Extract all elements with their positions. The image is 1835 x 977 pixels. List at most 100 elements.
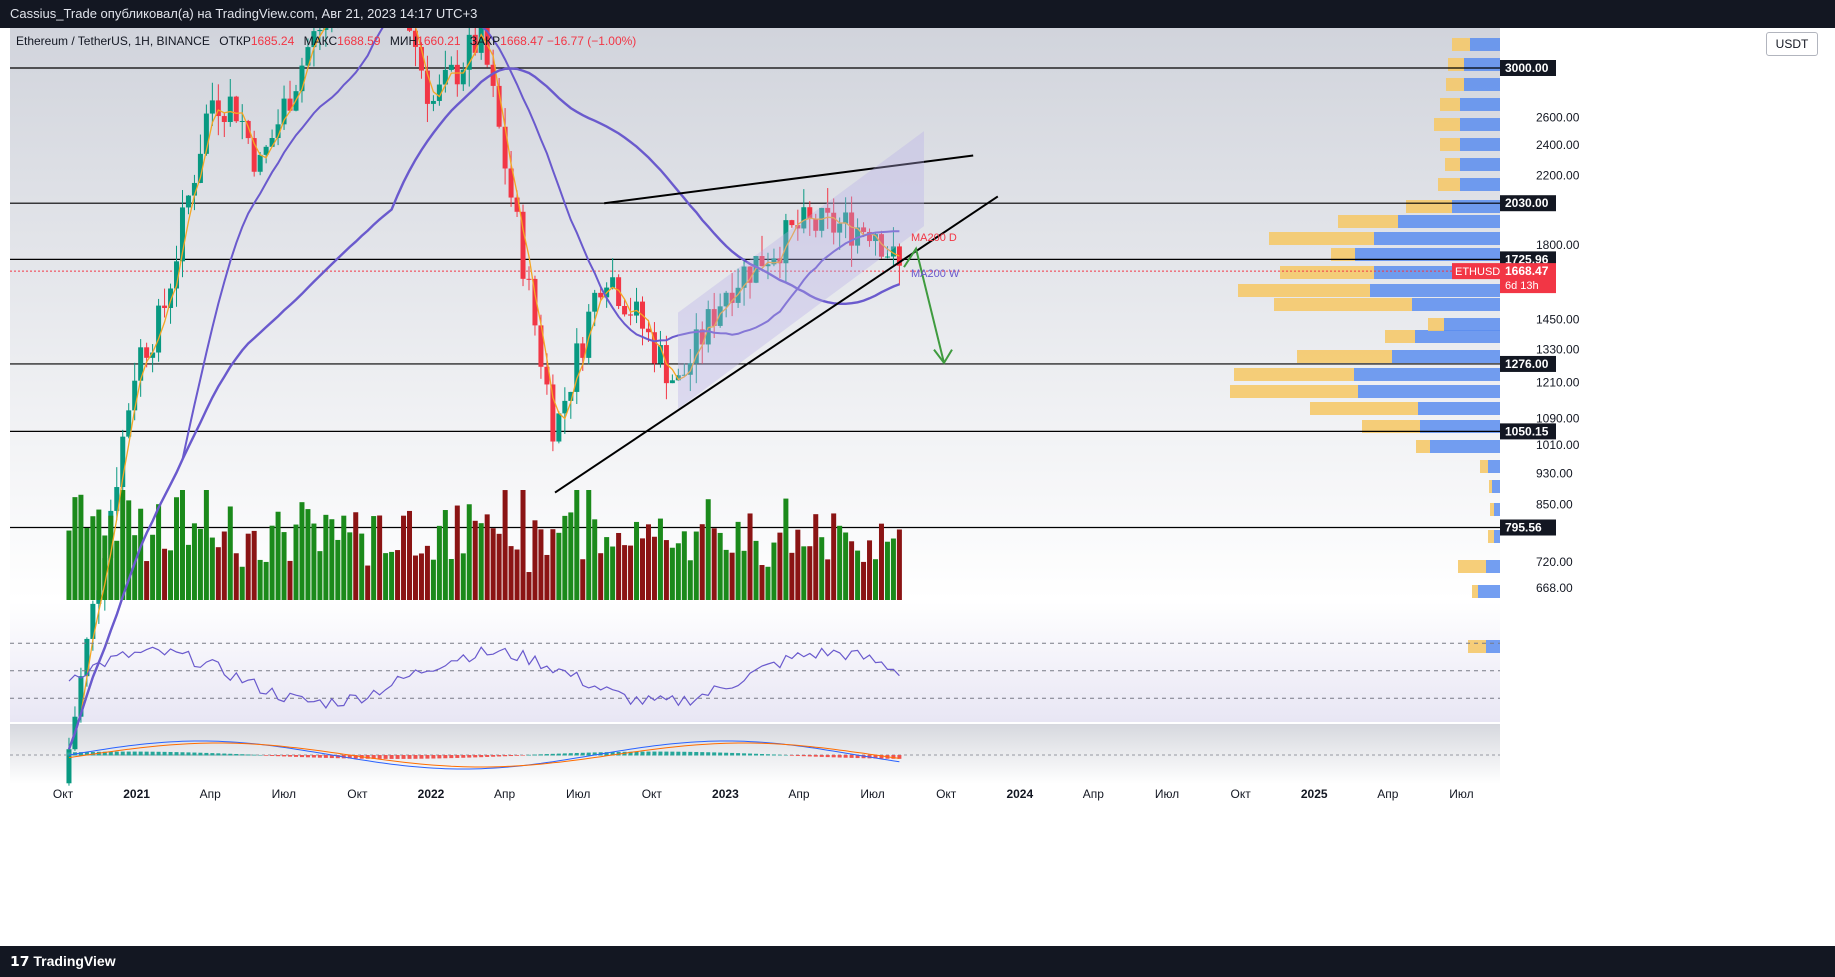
volume-bar-64 bbox=[448, 558, 454, 600]
currency-button[interactable]: USDT bbox=[1766, 32, 1818, 56]
time-tick-8: Окт bbox=[642, 787, 663, 801]
candle-body-101 bbox=[669, 380, 675, 384]
volume-bar-127 bbox=[825, 559, 831, 600]
legend-low-label: МИН bbox=[389, 34, 418, 48]
macd-hist-57 bbox=[407, 755, 412, 759]
volume-profile-blue-8 bbox=[1420, 420, 1500, 433]
macd-line bbox=[68, 740, 900, 770]
trendline-lower bbox=[554, 195, 999, 494]
macd-hist-44 bbox=[329, 755, 334, 759]
candle-body-120 bbox=[783, 220, 789, 264]
macd-hist-128 bbox=[831, 755, 836, 758]
macd-hist-122 bbox=[795, 755, 800, 756]
macd-hist-37 bbox=[288, 755, 293, 757]
volume-bar-67 bbox=[466, 504, 472, 600]
volume-bar-124 bbox=[807, 546, 813, 600]
macd-hist-107 bbox=[706, 752, 711, 756]
macd-hist-132 bbox=[855, 755, 860, 759]
candle-body-24 bbox=[209, 100, 215, 114]
macd-hist-16 bbox=[162, 751, 167, 756]
candle-body-18 bbox=[174, 261, 180, 289]
trendline-upper bbox=[604, 154, 974, 205]
volume-bar-21 bbox=[191, 523, 197, 600]
volume-bar-109 bbox=[717, 532, 723, 600]
macd-hist-20 bbox=[186, 752, 191, 756]
macd-hist-29 bbox=[240, 754, 245, 756]
candle-body-135 bbox=[873, 234, 879, 242]
level-label-3: 1276.00 bbox=[1505, 357, 1549, 371]
volume-bar-118 bbox=[771, 542, 777, 600]
level-label-bg-5 bbox=[1500, 519, 1556, 536]
macd-hist-53 bbox=[383, 755, 388, 759]
volume-profile-blue-20 bbox=[1398, 215, 1500, 228]
macd-hist-18 bbox=[174, 752, 179, 756]
volume-bar-133 bbox=[861, 561, 867, 600]
candle-body-93 bbox=[622, 305, 628, 315]
candle-body-124 bbox=[807, 207, 813, 219]
macd-hist-55 bbox=[395, 755, 400, 759]
volume-bar-75 bbox=[514, 549, 520, 600]
candle-body-16 bbox=[162, 305, 168, 309]
volume-bar-138 bbox=[890, 538, 896, 600]
volume-bar-132 bbox=[855, 550, 861, 600]
volume-profile-blue-4 bbox=[1494, 503, 1500, 516]
macd-hist-139 bbox=[897, 755, 902, 759]
candle-body-42 bbox=[317, 29, 323, 32]
volume-bar-51 bbox=[371, 516, 377, 600]
macd-hist-36 bbox=[282, 755, 287, 757]
volume-bar-77 bbox=[526, 572, 532, 600]
macd-hist-41 bbox=[311, 755, 316, 758]
candle-body-106 bbox=[699, 329, 705, 345]
candle-body-133 bbox=[861, 227, 867, 232]
time-tick-15: Июл bbox=[1155, 787, 1179, 801]
volume-profile-blue-15 bbox=[1412, 298, 1500, 311]
volume-bar-119 bbox=[777, 532, 783, 600]
legend-open-value: 1685.24 bbox=[250, 34, 295, 48]
macd-hist-32 bbox=[258, 754, 263, 756]
macd-hist-0 bbox=[66, 752, 71, 756]
macd-hist-83 bbox=[562, 753, 567, 756]
candle-body-41 bbox=[311, 31, 317, 48]
macd-hist-77 bbox=[526, 754, 531, 756]
volume-profile-blue-29 bbox=[1470, 38, 1500, 51]
price-tick-4: 1010.00 bbox=[1536, 438, 1580, 452]
candle-body-73 bbox=[502, 126, 508, 169]
volume-bar-43 bbox=[323, 514, 329, 600]
macd-hist-102 bbox=[676, 751, 681, 756]
volume-profile-blue-2 bbox=[1486, 560, 1500, 573]
macd-hist-73 bbox=[503, 755, 508, 757]
macd-hist-48 bbox=[353, 755, 358, 759]
candle-body-32 bbox=[257, 154, 263, 172]
rsi-line bbox=[68, 646, 900, 709]
volume-bar-125 bbox=[813, 514, 819, 600]
volume-profile-yellow-1 bbox=[1472, 585, 1478, 598]
macd-hist-123 bbox=[801, 755, 806, 757]
ma200-d-line bbox=[68, 0, 900, 750]
candle-body-62 bbox=[436, 84, 442, 101]
volume-bar-94 bbox=[628, 545, 634, 600]
candle-body-64 bbox=[448, 64, 454, 70]
volume-bar-97 bbox=[645, 524, 651, 600]
candle-body-0 bbox=[66, 749, 72, 784]
volume-profile-yellow-16 bbox=[1238, 284, 1370, 297]
volume-bar-5 bbox=[96, 509, 102, 600]
volume-profile-blue-10 bbox=[1358, 385, 1500, 398]
volume-bar-17 bbox=[168, 550, 174, 600]
candle-body-12 bbox=[138, 347, 144, 381]
macd-hist-11 bbox=[132, 751, 137, 756]
macd-hist-71 bbox=[491, 755, 496, 757]
macd-hist-56 bbox=[401, 755, 406, 759]
macd-hist-47 bbox=[347, 755, 352, 759]
legend-low-value: 1660.21 bbox=[417, 34, 461, 48]
candle-body-99 bbox=[657, 345, 663, 364]
volume-profile-blue-11 bbox=[1354, 368, 1500, 381]
time-tick-5: 2022 bbox=[418, 787, 445, 801]
volume-profile-blue-14 bbox=[1444, 318, 1500, 331]
macd-hist-65 bbox=[455, 755, 460, 758]
macd-hist-91 bbox=[610, 752, 615, 756]
volume-bar-73 bbox=[502, 490, 508, 600]
volume-bar-62 bbox=[436, 525, 442, 600]
legend-close-value: 1668.47 bbox=[500, 34, 544, 48]
